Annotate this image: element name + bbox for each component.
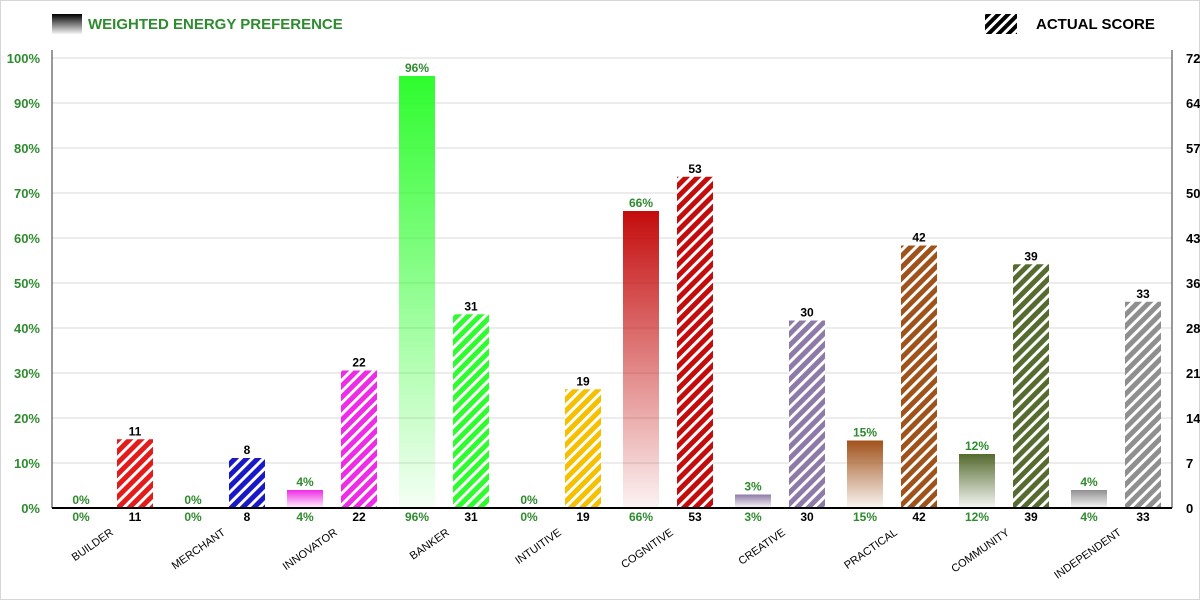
category-label-cognitive: COGNITIVE — [619, 527, 675, 572]
axes — [51, 50, 1173, 509]
legend-swatch-weighted — [52, 14, 82, 34]
bar-weighted-innovator — [287, 490, 323, 508]
left-tick-label: 100% — [7, 51, 41, 66]
right-tick-label: 7 — [1186, 456, 1193, 471]
bar-weighted-community — [959, 454, 995, 508]
right-tick-label: 21 — [1186, 366, 1200, 381]
base-label-actual: 33 — [1136, 510, 1150, 524]
data-label-weighted: 15% — [853, 426, 877, 440]
base-label-weighted: 15% — [853, 510, 877, 524]
left-tick-label: 0% — [21, 501, 40, 516]
data-label-actual: 53 — [688, 162, 702, 176]
category-label-innovator: INNOVATOR — [281, 527, 340, 573]
bar-weighted-independent — [1071, 490, 1107, 508]
bar-actual-innovator — [341, 370, 377, 508]
category-label-builder: BUILDER — [70, 527, 116, 564]
base-label-weighted: 12% — [965, 510, 989, 524]
category-label-intuitive: INTUITIVE — [513, 527, 563, 567]
grid-lines — [52, 57, 1172, 464]
category-label-independent: INDEPENDENT — [1052, 526, 1124, 581]
bar-weighted-creative — [735, 494, 771, 508]
bar-weighted-practical — [847, 440, 883, 508]
legend: WEIGHTED ENERGY PREFERENCE ACTUAL SCORE — [52, 14, 1155, 34]
base-label-weighted: 0% — [520, 510, 538, 524]
base-label-weighted: 96% — [405, 510, 429, 524]
base-label-actual: 53 — [688, 510, 702, 524]
bar-actual-creative — [789, 320, 825, 508]
data-label-actual: 30 — [800, 306, 814, 320]
legend-label-weighted: WEIGHTED ENERGY PREFERENCE — [88, 16, 343, 33]
right-tick-label: 14 — [1186, 411, 1200, 426]
left-tick-label: 80% — [14, 141, 40, 156]
legend-label-actual: ACTUAL SCORE — [1036, 16, 1155, 33]
legend-swatch-actual — [985, 14, 1017, 34]
bar-weighted-cognitive — [623, 211, 659, 508]
bars — [117, 76, 1161, 508]
bar-actual-intuitive — [565, 389, 601, 508]
data-label-weighted: 0% — [520, 493, 538, 507]
category-label-community: COMMUNITY — [949, 526, 1012, 575]
category-label-merchant: MERCHANT — [170, 526, 228, 572]
bar-actual-banker — [453, 314, 489, 508]
data-label-weighted: 96% — [405, 61, 429, 75]
right-tick-label: 72 — [1186, 51, 1200, 66]
data-label-actual: 19 — [576, 374, 590, 388]
base-label-weighted: 66% — [629, 510, 653, 524]
data-label-weighted: 0% — [184, 493, 202, 507]
base-label-actual: 22 — [352, 510, 366, 524]
base-label-actual: 30 — [800, 510, 814, 524]
data-label-actual: 39 — [1024, 249, 1038, 263]
right-tick-label: 57 — [1186, 141, 1200, 156]
left-tick-label: 60% — [14, 231, 40, 246]
base-label-weighted: 4% — [1080, 510, 1098, 524]
right-tick-label: 0 — [1186, 501, 1193, 516]
base-label-actual: 31 — [464, 510, 478, 524]
left-tick-label: 90% — [14, 96, 40, 111]
base-label-weighted: 0% — [184, 510, 202, 524]
data-label-actual: 42 — [912, 231, 926, 245]
left-tick-label: 10% — [14, 456, 40, 471]
right-tick-label: 28 — [1186, 321, 1200, 336]
right-tick-label: 50 — [1186, 186, 1200, 201]
category-label-practical: PRACTICAL — [842, 527, 899, 572]
bar-actual-independent — [1125, 301, 1161, 508]
data-label-weighted: 0% — [72, 493, 90, 507]
category-label-banker: BANKER — [408, 527, 452, 563]
data-label-weighted: 4% — [296, 475, 314, 489]
right-tick-label: 36 — [1186, 276, 1200, 291]
left-tick-label: 70% — [14, 186, 40, 201]
data-label-weighted: 12% — [965, 439, 989, 453]
data-label-actual: 8 — [244, 443, 251, 457]
right-tick-label: 43 — [1186, 231, 1200, 246]
bar-actual-merchant — [229, 458, 265, 508]
base-label-actual: 8 — [244, 510, 251, 524]
bar-weighted-banker — [399, 76, 435, 508]
right-tick-label: 64 — [1186, 96, 1200, 111]
data-label-weighted: 66% — [629, 196, 653, 210]
data-label-actual: 33 — [1136, 287, 1150, 301]
data-labels: 0% 0% 11 11 0% 0% 8 8 4% 4% 22 22 96% 96% 31 31 0% 0% 19 19… — [72, 61, 1150, 524]
bar-actual-practical — [901, 245, 937, 508]
category-label-creative: CREATIVE — [736, 527, 787, 568]
base-label-weighted: 0% — [72, 510, 90, 524]
bar-actual-cognitive — [677, 176, 713, 508]
left-tick-label: 30% — [14, 366, 40, 381]
data-label-actual: 22 — [352, 356, 366, 370]
data-label-actual: 11 — [129, 424, 142, 438]
base-label-weighted: 3% — [744, 510, 762, 524]
data-label-weighted: 3% — [744, 480, 762, 494]
base-label-actual: 19 — [576, 510, 590, 524]
base-label-actual: 39 — [1024, 510, 1038, 524]
bar-actual-builder — [117, 439, 153, 508]
base-label-weighted: 4% — [296, 510, 314, 524]
left-tick-label: 50% — [14, 276, 40, 291]
data-label-actual: 31 — [464, 299, 478, 313]
base-label-actual: 42 — [912, 510, 926, 524]
left-tick-label: 40% — [14, 321, 40, 336]
data-label-weighted: 4% — [1080, 475, 1098, 489]
left-tick-label: 20% — [14, 411, 40, 426]
bar-actual-community — [1013, 264, 1049, 508]
base-label-actual: 11 — [129, 510, 142, 524]
